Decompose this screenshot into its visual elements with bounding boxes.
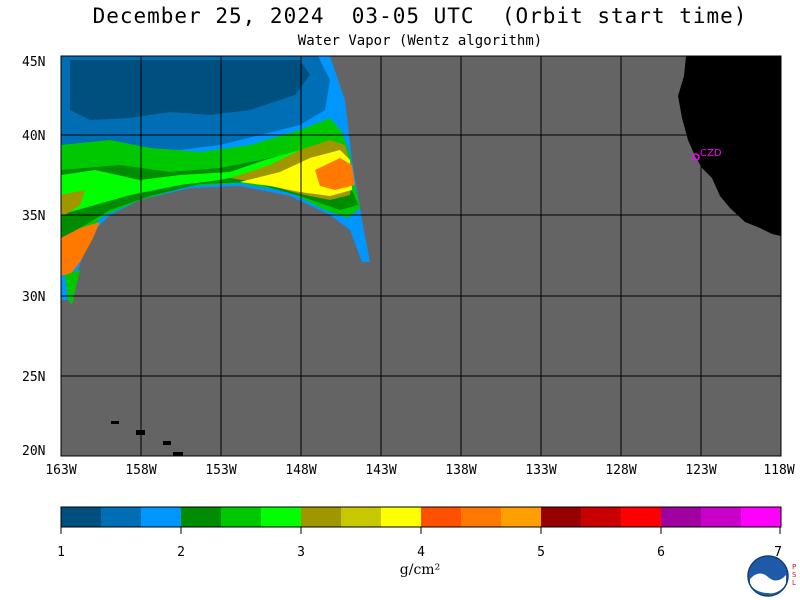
colorbar-tick-label: 7 (774, 545, 782, 560)
map-frame (60, 55, 782, 457)
colorbar-ticks (60, 527, 781, 534)
colorbar-segment (381, 507, 422, 527)
colorbar-segment (101, 507, 142, 527)
water-vapor-swath (61, 56, 370, 305)
lon-tick-label: 143W (365, 463, 396, 478)
island (173, 452, 183, 456)
colorbar-segment (141, 507, 182, 527)
colorbar-tick-label: 2 (177, 545, 185, 560)
colorbar-labels: 1 2 3 4 5 6 7 (57, 545, 782, 560)
colorbar-unit-label: g/cm² (399, 562, 441, 578)
swath-band-orange-west (61, 222, 100, 275)
colorbar-segment (621, 507, 662, 527)
colorbar-segment (501, 507, 542, 527)
lat-tick-label: 35N (22, 209, 45, 224)
lon-tick-label: 123W (685, 463, 716, 478)
lat-tick-label: 30N (22, 290, 45, 305)
colorbar-segment (541, 507, 582, 527)
colorbar-segment (581, 507, 622, 527)
noaa-logo (747, 555, 789, 597)
colorbar-segment (341, 507, 382, 527)
island (163, 441, 171, 445)
colorbar-segment (61, 507, 102, 527)
lon-tick-label: 128W (605, 463, 636, 478)
colorbar-segment (221, 507, 262, 527)
station-label: CZD (700, 148, 722, 159)
colorbar-segment (181, 507, 222, 527)
swath-band-lightgreen (61, 146, 320, 214)
lon-tick-label: 153W (205, 463, 236, 478)
colorbar-segment (741, 507, 782, 527)
colorbar-tick-label: 3 (297, 545, 305, 560)
land-north-america (678, 56, 781, 236)
colorbar-segment (421, 507, 462, 527)
map-gridlines (61, 56, 781, 456)
swath-band-orange (315, 158, 355, 190)
lon-tick-label: 148W (285, 463, 316, 478)
lat-tick-label: 25N (22, 370, 45, 385)
colorbar-segment (461, 507, 502, 527)
colorbar-tick-label: 1 (57, 545, 65, 560)
station-dot (692, 153, 700, 161)
lon-tick-label: 133W (525, 463, 556, 478)
lat-tick-label: 40N (22, 129, 45, 144)
lon-tick-label: 118W (763, 463, 794, 478)
colorbar-segment (701, 507, 742, 527)
swath-band-olive-west (61, 190, 85, 215)
lat-tick-label: 20N (22, 444, 45, 459)
colorbar (61, 507, 782, 527)
colorbar-tick-label: 4 (417, 545, 425, 560)
colorbar-tick-label: 6 (657, 545, 665, 560)
island (111, 421, 119, 424)
colorbar-segment (261, 507, 302, 527)
lat-labels: 45N 40N 35N 30N 25N 20N (22, 55, 45, 459)
colorbar-tick-label: 5 (537, 545, 545, 560)
station-marker: CZD (692, 148, 722, 161)
colorbar-segment (661, 507, 702, 527)
lon-tick-label: 158W (125, 463, 156, 478)
lon-tick-label: 138W (445, 463, 476, 478)
colorbar-segment (301, 507, 342, 527)
map-title: December 25, 2024 03-05 UTC (Orbit start… (92, 4, 748, 28)
swath-band-darkest (70, 60, 310, 120)
lon-labels: 163W 158W 153W 148W 143W 138W 133W 128W … (45, 463, 794, 478)
map-subtitle: Water Vapor (Wentz algorithm) (297, 33, 543, 49)
lon-tick-label: 163W (45, 463, 76, 478)
swath-band-green (61, 118, 360, 255)
lat-tick-label: 45N (22, 55, 45, 70)
